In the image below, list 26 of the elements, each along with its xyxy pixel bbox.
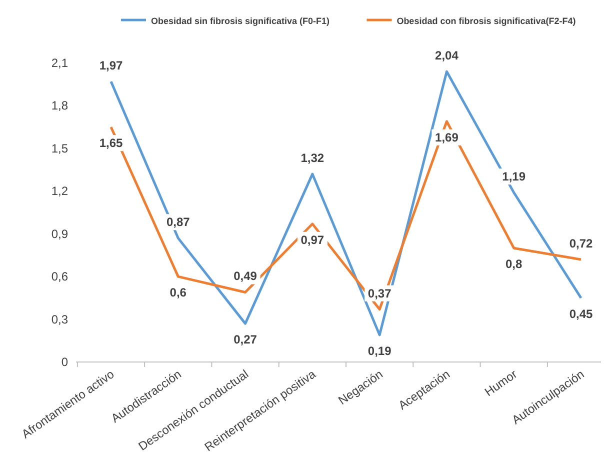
data-label: 1,65 <box>99 136 123 150</box>
data-label: 1,32 <box>300 151 324 166</box>
data-label: 0,72 <box>569 236 593 250</box>
legend-label: Obesidad con fibrosis significativa(F2-F4) <box>396 16 576 26</box>
legend-label: Obesidad sin fibrosis significativa (F0-F1) <box>151 16 330 26</box>
data-label: 0,6 <box>170 286 187 300</box>
data-label: 0,8 <box>506 257 523 272</box>
data-label: 0,45 <box>569 306 593 321</box>
y-tick-label: 2,1 <box>51 56 68 70</box>
data-label: 1,97 <box>99 58 123 73</box>
y-tick-label: 0 <box>61 355 68 369</box>
data-label: 0,87 <box>166 215 190 230</box>
data-label: 0,27 <box>234 332 258 347</box>
data-label: 0,97 <box>300 232 324 247</box>
y-tick-label: 0,9 <box>51 226 68 241</box>
y-tick-label: 1,2 <box>51 184 68 198</box>
data-label: 0,19 <box>368 344 392 358</box>
data-label: 2,04 <box>435 48 459 63</box>
y-tick-label: 1,5 <box>51 141 68 156</box>
data-label: 1,19 <box>502 170 526 184</box>
data-label: 0,49 <box>234 269 258 284</box>
data-label: 0,37 <box>368 286 392 300</box>
y-tick-label: 0,3 <box>51 312 68 326</box>
y-tick-label: 0,6 <box>51 270 68 284</box>
y-tick-label: 1,8 <box>51 98 68 113</box>
data-label: 1,69 <box>435 130 459 144</box>
